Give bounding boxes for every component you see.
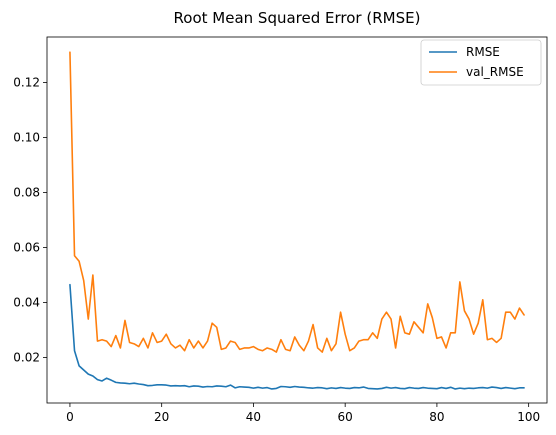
x-tick-label: 0 bbox=[66, 410, 74, 424]
x-tick-label: 40 bbox=[246, 410, 261, 424]
y-tick-label: 0.10 bbox=[13, 130, 40, 144]
legend-label-val-rmse: val_RMSE bbox=[466, 65, 524, 79]
y-tick-label: 0.02 bbox=[13, 351, 40, 365]
y-tick-label: 0.08 bbox=[13, 185, 40, 199]
y-axis: 0.02 0.04 0.06 0.08 0.10 0.12 bbox=[13, 75, 47, 365]
x-tick-label: 100 bbox=[517, 410, 540, 424]
legend-label-rmse: RMSE bbox=[466, 45, 500, 59]
x-tick-label: 60 bbox=[338, 410, 353, 424]
x-tick-label: 80 bbox=[429, 410, 444, 424]
axes-frame bbox=[46, 36, 548, 404]
y-tick-label: 0.06 bbox=[13, 241, 40, 255]
x-tick-label: 20 bbox=[154, 410, 169, 424]
plot-area bbox=[46, 36, 548, 404]
series-line-val-rmse bbox=[69, 51, 525, 353]
legend: RMSE val_RMSE bbox=[420, 39, 542, 86]
chart-title: Root Mean Squared Error (RMSE) bbox=[174, 9, 421, 27]
x-axis: 0 20 40 60 80 100 bbox=[66, 403, 540, 424]
series-line-rmse bbox=[69, 283, 525, 390]
series-layer bbox=[69, 51, 525, 390]
y-tick-label: 0.12 bbox=[13, 75, 40, 89]
y-tick-label: 0.04 bbox=[13, 296, 40, 310]
